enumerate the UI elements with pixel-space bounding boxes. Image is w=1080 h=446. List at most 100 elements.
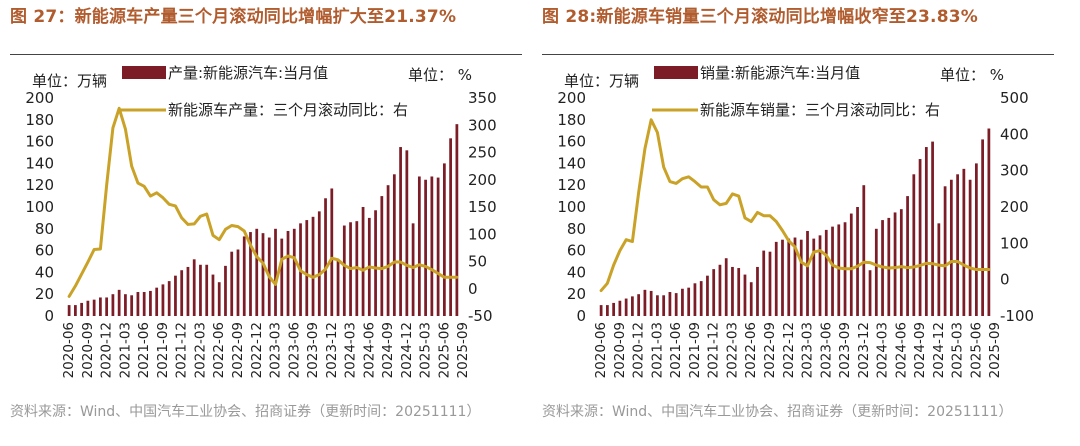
bar bbox=[330, 188, 334, 316]
x-tick-label: 2024-06 bbox=[361, 322, 377, 378]
bar bbox=[981, 139, 984, 316]
bar bbox=[849, 213, 853, 316]
y-right-tick-label: 300 bbox=[468, 116, 497, 134]
bar bbox=[906, 196, 909, 316]
bar bbox=[987, 128, 991, 316]
x-tick-label: 2021-12 bbox=[174, 322, 190, 378]
y-left-tick-label: 200 bbox=[557, 89, 586, 107]
y-left-tick-label: 60 bbox=[567, 242, 586, 260]
y-left-tick-label: 160 bbox=[25, 133, 54, 151]
bar bbox=[217, 282, 221, 316]
bar bbox=[674, 293, 678, 316]
bar bbox=[342, 225, 346, 316]
bar bbox=[699, 281, 703, 316]
legend-bar-label: 销量:新能源汽车:当月值 bbox=[700, 64, 860, 82]
bar bbox=[161, 284, 165, 316]
bar bbox=[324, 198, 327, 316]
y-left-tick-label: 20 bbox=[567, 285, 586, 303]
x-tick-label: 2021-03 bbox=[117, 322, 133, 378]
bar bbox=[380, 196, 384, 316]
bar bbox=[199, 264, 202, 316]
x-tick-label: 2021-06 bbox=[136, 322, 152, 378]
bar bbox=[255, 228, 259, 316]
y-right-tick-label: 250 bbox=[468, 144, 497, 162]
x-tick-label: 2024-09 bbox=[380, 322, 396, 378]
line-series bbox=[67, 106, 459, 298]
bar bbox=[868, 270, 872, 316]
figure-title: 图 28:新能源车销量三个月滚动同比增幅收窄至23.83% bbox=[542, 7, 978, 27]
x-tick-label: 2025-03 bbox=[418, 322, 434, 378]
y-right-tick-label: 0 bbox=[1000, 271, 1010, 289]
bar bbox=[974, 163, 978, 316]
bar bbox=[67, 305, 71, 316]
bar bbox=[687, 287, 691, 316]
x-tick-label: 2024-12 bbox=[399, 322, 415, 378]
x-tick-label: 2021-09 bbox=[687, 322, 703, 378]
chart-sales: 0 20 40 60 80 100 120 140 160 180 200 -100 0 100 200 30… bbox=[557, 64, 1034, 378]
y-left-tick-label: 0 bbox=[44, 307, 54, 325]
x-tick-label: 2020-06 bbox=[593, 322, 609, 378]
x-tick-label: 2024-03 bbox=[875, 322, 891, 378]
x-tick-label: 2024-09 bbox=[912, 322, 928, 378]
bar bbox=[768, 251, 772, 316]
y-right-tick-label: 100 bbox=[1000, 234, 1029, 252]
bar bbox=[918, 159, 922, 316]
left-unit-label: 单位：万辆 bbox=[32, 72, 107, 90]
bar bbox=[756, 266, 759, 316]
source-note: 资料来源：Wind、中国汽车工业协会、招商证券（更新时间：20251111） bbox=[542, 404, 1013, 420]
bar bbox=[787, 238, 791, 316]
right-unit-label: 单位： % bbox=[940, 66, 1004, 84]
bar bbox=[837, 224, 841, 316]
bar bbox=[774, 241, 778, 316]
x-tick-label: 2023-03 bbox=[800, 322, 816, 378]
legend-bar-swatch bbox=[654, 66, 698, 79]
chart-panel-production: 图 27：新能源车产量三个月滚动同比增幅扩大至21.37% 0 20 40 60 80 1… bbox=[8, 0, 534, 446]
title-rule bbox=[10, 54, 522, 55]
y-left-tick-label: 80 bbox=[567, 220, 586, 238]
y-right-tick-label: 300 bbox=[1000, 162, 1029, 180]
bar bbox=[74, 305, 77, 316]
x-tick-label: 2023-12 bbox=[856, 322, 872, 378]
x-tick-label: 2022-12 bbox=[781, 322, 797, 378]
x-tick-label: 2021-12 bbox=[706, 322, 722, 378]
bar bbox=[417, 176, 421, 316]
x-tick-label: 2022-03 bbox=[192, 322, 208, 378]
bar bbox=[292, 228, 296, 316]
y-right-tick-label: 150 bbox=[468, 198, 497, 216]
bar bbox=[706, 275, 709, 316]
bar bbox=[731, 266, 734, 316]
bar bbox=[111, 294, 115, 316]
bar bbox=[931, 141, 934, 316]
y-right-tick-label: -50 bbox=[468, 307, 493, 325]
y-left-tick-label: 120 bbox=[25, 176, 54, 194]
bar-series bbox=[67, 124, 459, 316]
y-left-tick-label: 200 bbox=[25, 89, 54, 107]
x-tick-label: 2025-09 bbox=[455, 322, 471, 378]
bar bbox=[180, 270, 184, 316]
bar bbox=[874, 228, 878, 316]
bar bbox=[637, 294, 641, 316]
bar bbox=[599, 305, 603, 316]
bar bbox=[793, 237, 797, 316]
title-rule bbox=[542, 54, 1054, 55]
bar bbox=[130, 295, 134, 316]
x-tick-label: 2025-06 bbox=[968, 322, 984, 378]
y-left-tick-label: 180 bbox=[25, 111, 54, 129]
line-series bbox=[599, 118, 991, 293]
y-left-tick-label: 140 bbox=[25, 154, 54, 172]
bar bbox=[681, 288, 684, 316]
x-tick-label: 2023-03 bbox=[268, 322, 284, 378]
bar bbox=[361, 207, 365, 316]
bar bbox=[230, 251, 234, 316]
bar bbox=[386, 185, 390, 316]
bar bbox=[762, 250, 766, 316]
bar bbox=[430, 176, 434, 316]
bar bbox=[631, 296, 634, 316]
bar bbox=[155, 287, 159, 316]
y-right-tick-label: 200 bbox=[1000, 198, 1029, 216]
bar bbox=[712, 269, 716, 316]
bar bbox=[286, 230, 290, 316]
x-tick-label: 2023-12 bbox=[324, 322, 340, 378]
legend-line-label: 新能源车产量：三个月滚动同比：右 bbox=[168, 101, 408, 119]
bar bbox=[336, 259, 340, 316]
